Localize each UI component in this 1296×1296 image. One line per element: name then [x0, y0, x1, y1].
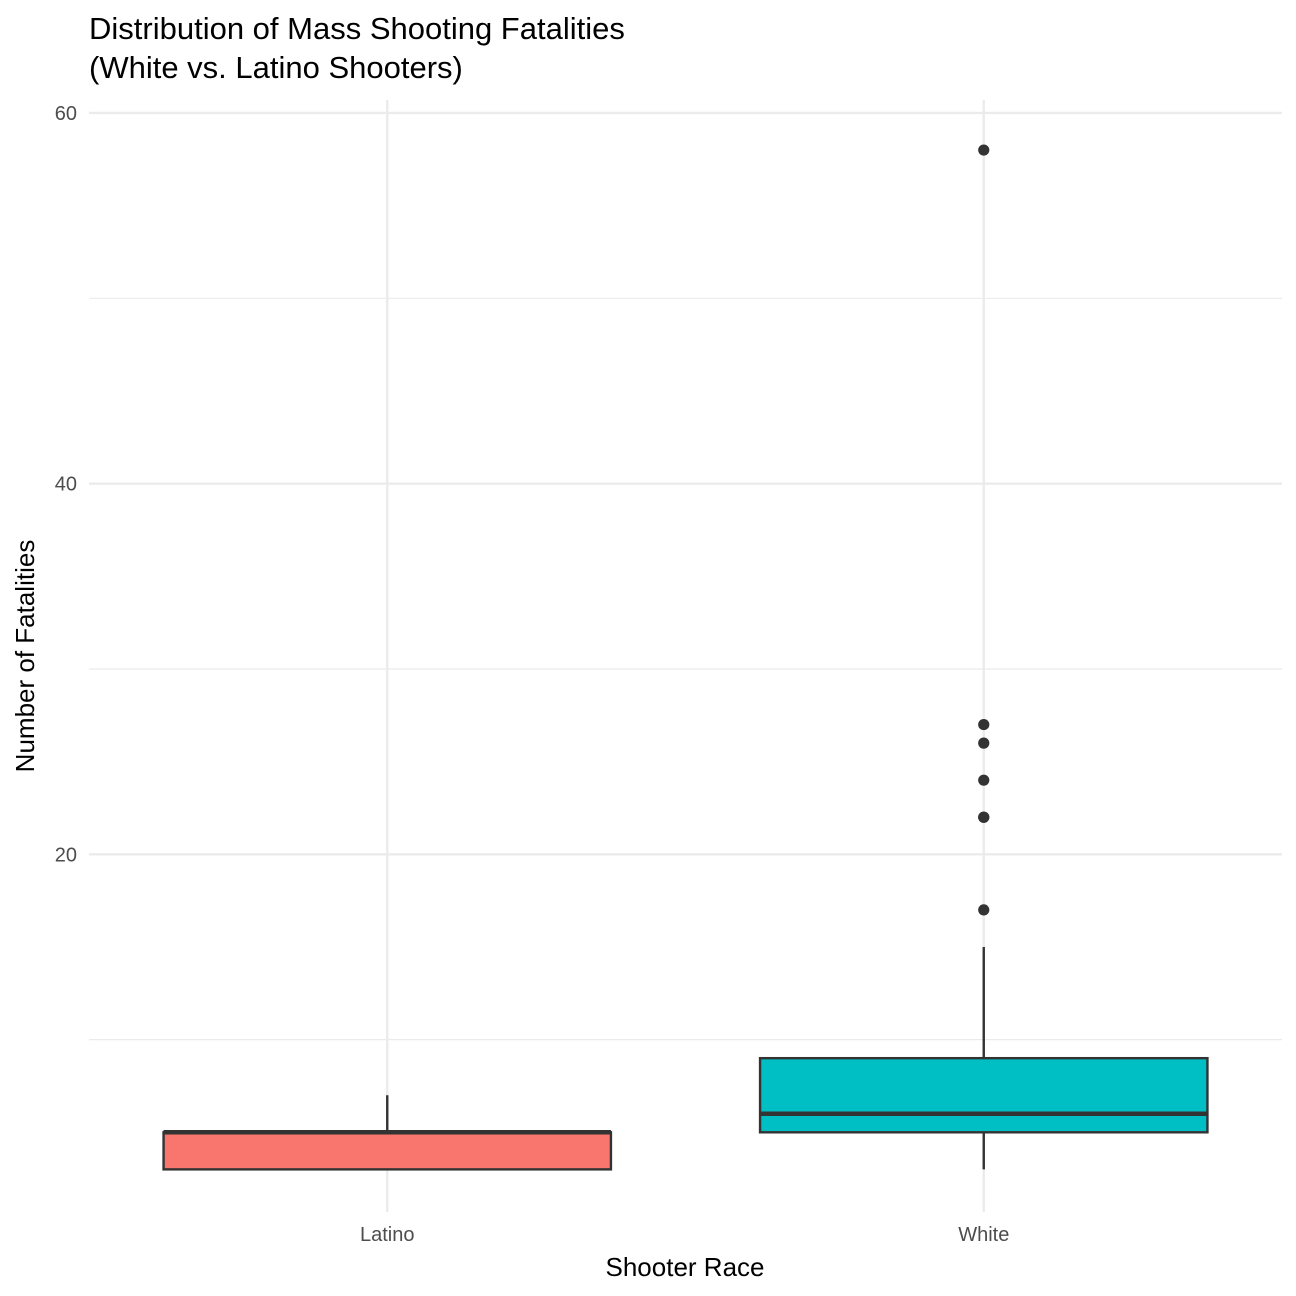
box-latino — [162, 1131, 613, 1171]
box-group-white — [758, 144, 1209, 1170]
box-group-latino — [162, 1095, 613, 1171]
grid-lines — [89, 100, 1282, 1212]
x-axis-title: Shooter Race — [606, 1252, 765, 1282]
outlier-white-2 — [978, 811, 990, 823]
boxes — [162, 144, 1209, 1171]
y-tick-label-40: 40 — [55, 474, 77, 496]
outlier-white-6 — [978, 144, 990, 156]
x-axis-tick-labels: Latino White — [360, 1224, 1009, 1246]
y-axis-title: Number of Fatalities — [10, 540, 40, 773]
y-axis-tick-labels: 20 40 60 — [55, 103, 77, 866]
x-tick-label-white: White — [958, 1224, 1009, 1246]
y-tick-label-20: 20 — [55, 844, 77, 866]
outlier-white-5 — [978, 718, 990, 731]
outlier-white-4 — [978, 737, 990, 749]
chart-title-line-2: (White vs. Latino Shooters) — [89, 50, 463, 85]
outlier-white-3 — [978, 774, 990, 786]
x-tick-label-latino: Latino — [360, 1224, 415, 1246]
box-white — [758, 1056, 1209, 1134]
chart-title-line-1: Distribution of Mass Shooting Fatalities — [89, 11, 625, 46]
y-tick-label-60: 60 — [55, 103, 77, 125]
outlier-white-0 — [978, 904, 990, 916]
